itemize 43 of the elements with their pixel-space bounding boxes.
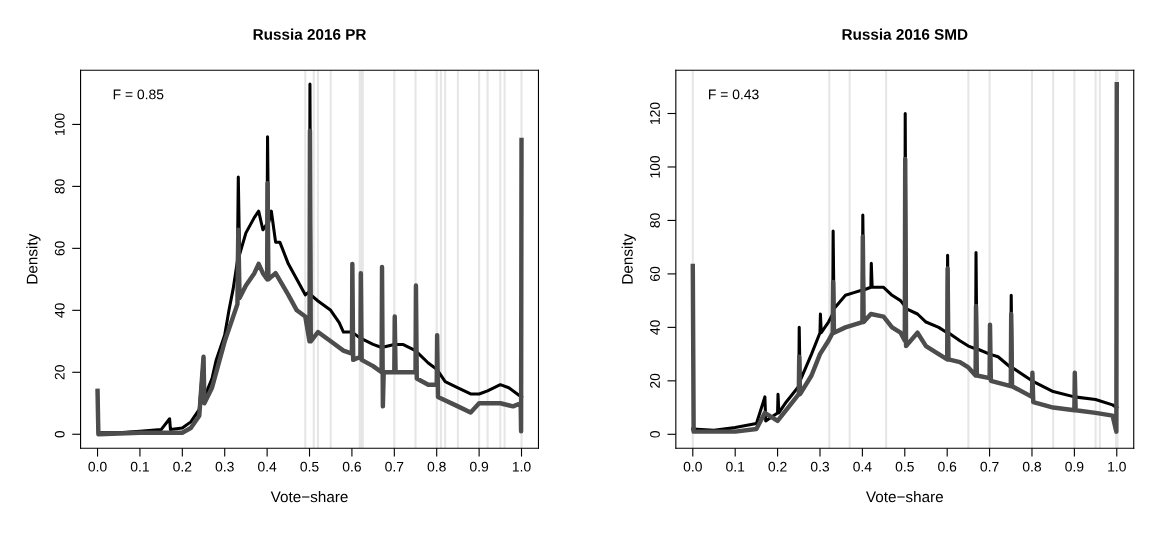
y-tick-label: 80 <box>54 179 65 194</box>
x-tick-label: 0.9 <box>1065 461 1084 472</box>
y-tick-label: 0 <box>54 430 65 438</box>
x-tick-label: 0.8 <box>1022 461 1042 472</box>
y-tick-label: 20 <box>54 365 65 380</box>
annotation: F = 0.85 <box>113 89 164 100</box>
y-tick-label: 40 <box>650 320 660 335</box>
y-tick-label: 100 <box>650 155 660 178</box>
x-tick-label: 0.7 <box>385 461 404 472</box>
x-tick-label: 1.0 <box>512 461 531 472</box>
y-tick-label: 60 <box>54 241 65 256</box>
x-tick-label: 0.6 <box>342 461 361 472</box>
x-tick-label: 1.0 <box>1108 461 1126 472</box>
x-tick-label: 0.7 <box>980 461 999 472</box>
annotation: F = 0.43 <box>709 89 759 100</box>
x-tick-label: 0.9 <box>470 461 489 472</box>
y-tick-label: 40 <box>54 303 65 318</box>
x-tick-label: 0.3 <box>215 461 234 472</box>
x-tick-label: 0.4 <box>258 461 277 472</box>
y-tick-label: 120 <box>650 102 660 125</box>
chart-title: Russia 2016 SMD <box>842 28 968 40</box>
x-axis-title: Vote−share <box>270 491 348 503</box>
x-tick-label: 0.1 <box>726 461 745 472</box>
x-tick-label: 0.6 <box>938 461 957 472</box>
y-tick-label: 100 <box>54 113 65 135</box>
y-axis-title: Density <box>621 233 636 284</box>
x-tick-label: 0.3 <box>810 461 830 472</box>
x-axis-title: Vote−share <box>865 491 943 503</box>
x-tick-label: 0.8 <box>427 461 446 472</box>
chart-title: Russia 2016 PR <box>253 28 367 40</box>
x-tick-label: 0.5 <box>300 461 319 472</box>
y-tick-label: 20 <box>650 373 660 388</box>
x-tick-label: 0.4 <box>853 461 872 472</box>
y-axis-title: Density <box>26 233 41 284</box>
x-tick-label: 0.2 <box>768 461 787 472</box>
x-tick-label: 0.0 <box>683 461 702 472</box>
y-tick-label: 80 <box>650 213 660 228</box>
x-tick-label: 0.5 <box>895 461 914 472</box>
x-tick-label: 0.2 <box>173 461 192 472</box>
x-tick-label: 0.0 <box>88 461 107 472</box>
x-tick-label: 0.1 <box>130 461 149 472</box>
y-tick-label: 0 <box>650 430 660 438</box>
y-tick-label: 60 <box>650 266 660 281</box>
